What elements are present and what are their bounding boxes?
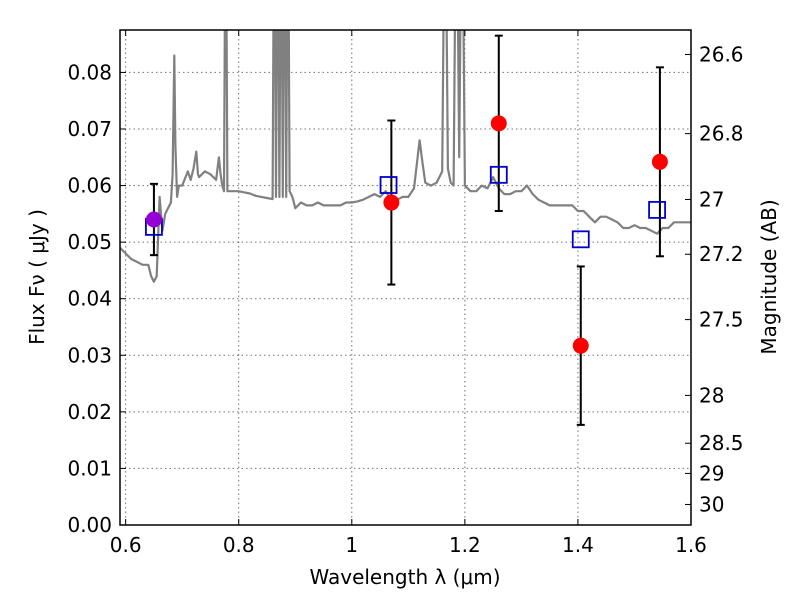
x-axis: 0.6 0.8 1 1.2 1.4 1.6 bbox=[110, 30, 707, 557]
right-tick-label: 26.8 bbox=[699, 122, 744, 146]
model-point bbox=[648, 200, 666, 219]
right-tick-label: 28.5 bbox=[699, 431, 744, 455]
x-axis-label: Wavelength λ (μm) bbox=[309, 565, 500, 589]
y-tick-label: 0.08 bbox=[67, 60, 112, 84]
right-tick-label: 26.6 bbox=[699, 42, 744, 66]
x-tick-label: 1.6 bbox=[675, 533, 707, 557]
x-tick-label: 1.4 bbox=[562, 533, 594, 557]
plot-background bbox=[120, 30, 691, 525]
model-photometry-layer bbox=[145, 165, 666, 249]
y-tick-label: 0.00 bbox=[67, 513, 112, 537]
spectrum-line bbox=[120, 30, 691, 283]
observed-point bbox=[572, 337, 589, 354]
y-tick-label: 0.07 bbox=[67, 117, 112, 141]
right-tick-label: 30 bbox=[699, 492, 724, 516]
model-point bbox=[379, 176, 398, 194]
spectrum-layer bbox=[120, 30, 691, 283]
y-tick-label: 0.06 bbox=[67, 174, 112, 198]
right-tick-label: 28 bbox=[699, 383, 724, 407]
y-axis: 0.00 0.01 0.02 0.03 0.04 0.05 0.06 0.07 0.08 bbox=[67, 60, 126, 537]
y-axis-label: Flux Fν ( μJy ) bbox=[25, 209, 49, 345]
y-tick-label: 0.04 bbox=[67, 287, 112, 311]
x-tick-label: 1 bbox=[345, 533, 358, 557]
right-axis-label: Magnitude (AB) bbox=[757, 199, 781, 354]
observed-point bbox=[145, 211, 162, 228]
right-axis: 26.6 26.8 27 27.2 27.5 28 28.5 29 30 bbox=[685, 42, 744, 516]
right-tick-label: 29 bbox=[699, 461, 724, 485]
right-tick-label: 27.5 bbox=[699, 308, 744, 332]
plot-frame bbox=[119, 29, 692, 526]
model-point bbox=[489, 165, 508, 184]
y-tick-label: 0.03 bbox=[67, 343, 112, 367]
x-tick-label: 1.2 bbox=[449, 533, 481, 557]
right-tick-label: 27 bbox=[699, 187, 724, 211]
y-tick-label: 0.01 bbox=[67, 456, 112, 480]
y-tick-label: 0.02 bbox=[67, 400, 112, 424]
x-tick-label: 0.8 bbox=[223, 533, 255, 557]
y-tick-label: 0.05 bbox=[67, 230, 112, 254]
observed-point bbox=[490, 115, 507, 132]
observed-point bbox=[383, 194, 400, 211]
model-point bbox=[571, 230, 590, 249]
observed-photometry-layer bbox=[145, 115, 668, 354]
observed-point bbox=[651, 153, 668, 170]
x-tick-label: 0.6 bbox=[110, 533, 142, 557]
right-tick-label: 27.2 bbox=[699, 242, 744, 266]
